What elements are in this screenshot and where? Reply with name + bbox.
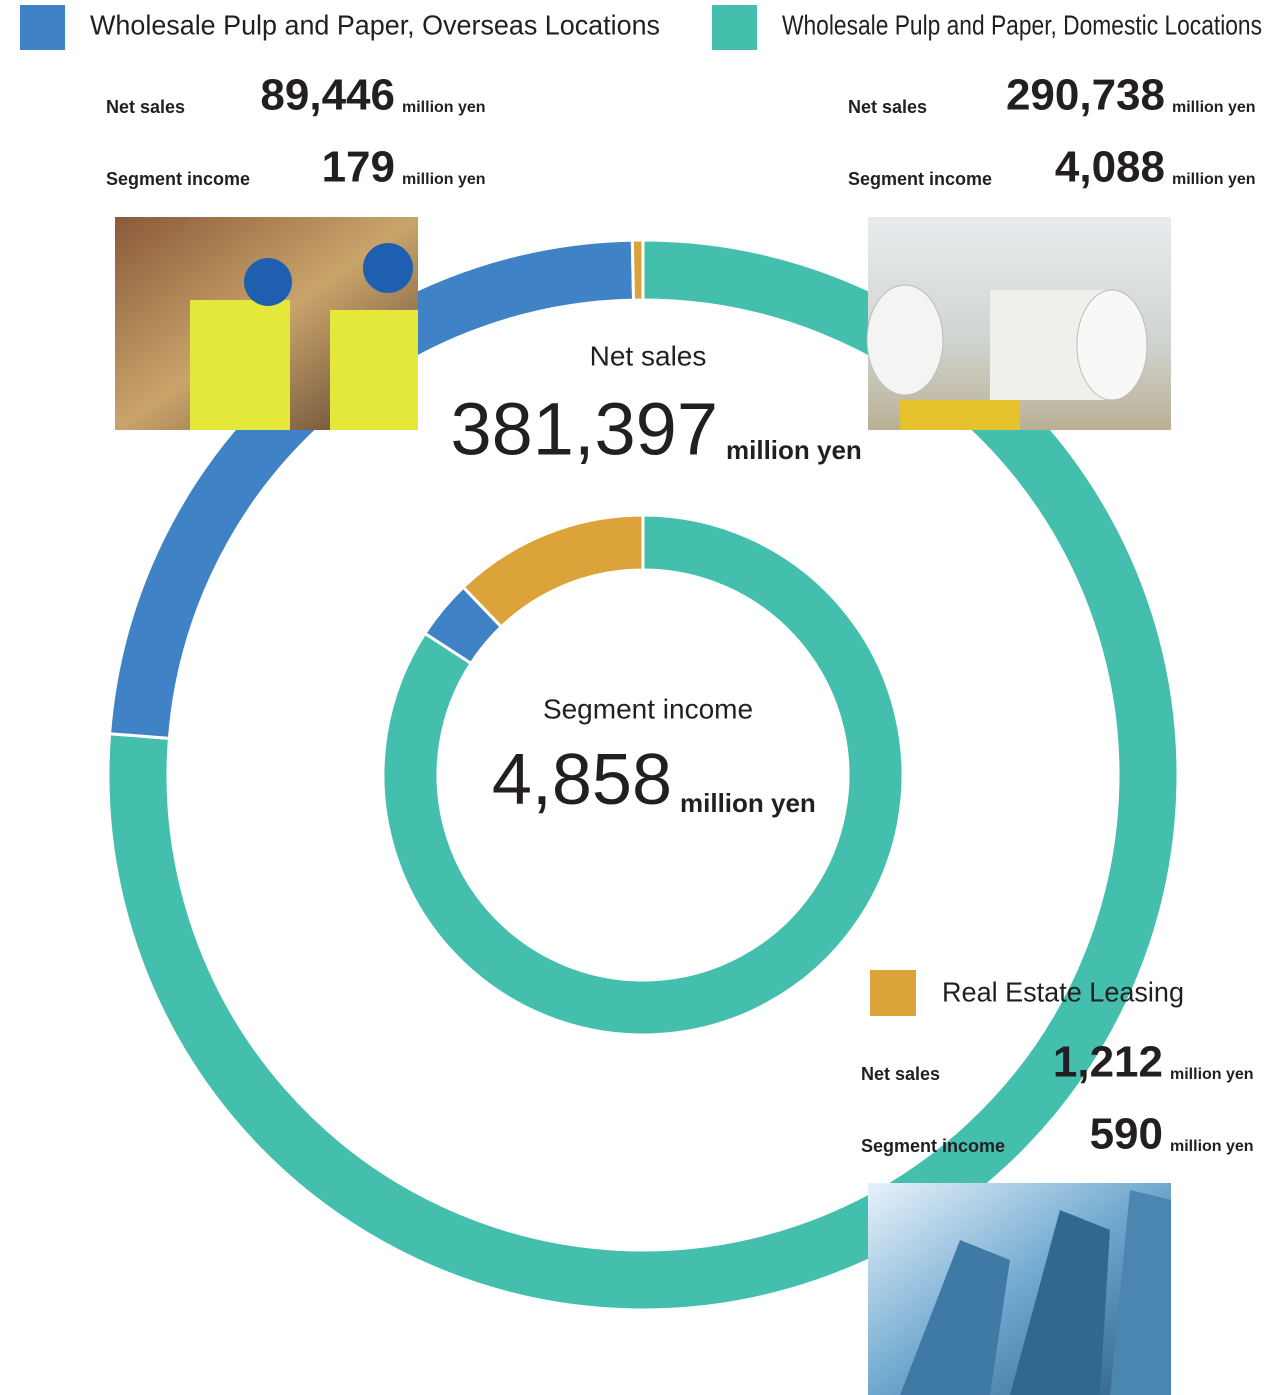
metric-label: Segment income xyxy=(848,169,992,189)
legend-swatch xyxy=(870,970,916,1016)
photo-buildings xyxy=(868,1183,1171,1395)
ring-segment xyxy=(106,238,1180,1312)
metric-unit: million yen xyxy=(1172,171,1256,188)
ring-segment xyxy=(630,238,645,302)
photo-paper-rolls xyxy=(866,217,1171,430)
photo-warehouse xyxy=(115,217,418,430)
legend-label: Wholesale Pulp and Paper, Domestic Locat… xyxy=(782,9,1262,40)
metric-value: 179 xyxy=(322,143,395,192)
metric-unit: million yen xyxy=(1170,1138,1254,1155)
metric-unit: million yen xyxy=(402,171,486,188)
ring-title: Net sales xyxy=(590,340,707,371)
metric-unit: million yen xyxy=(1170,1066,1254,1083)
ring-total: 381,397 xyxy=(451,388,719,471)
metric-label: Segment income xyxy=(106,169,250,189)
metric-label: Net sales xyxy=(848,97,927,117)
ring-segment xyxy=(461,513,645,629)
metric-value: 4,088 xyxy=(1055,143,1165,192)
metric-label: Segment income xyxy=(861,1136,1005,1156)
metric-value: 590 xyxy=(1090,1110,1163,1159)
legend-label: Wholesale Pulp and Paper, Overseas Locat… xyxy=(90,9,660,40)
metric-label: Net sales xyxy=(861,1064,940,1084)
legend-label: Real Estate Leasing xyxy=(942,976,1184,1007)
metric-value: 290,738 xyxy=(1006,71,1165,120)
ring-segment xyxy=(381,513,905,1037)
ring-total-unit: million yen xyxy=(726,435,862,465)
ring-total-unit: million yen xyxy=(680,788,816,818)
legend-swatch xyxy=(712,5,757,50)
ring-title: Segment income xyxy=(543,693,753,724)
metric-unit: million yen xyxy=(402,99,486,116)
metric-value: 89,446 xyxy=(260,71,395,120)
metric-unit: million yen xyxy=(1172,99,1256,116)
legend-swatch xyxy=(20,5,65,50)
ring-total: 4,858 xyxy=(492,740,672,820)
metric-label: Net sales xyxy=(106,97,185,117)
metric-value: 1,212 xyxy=(1053,1038,1163,1087)
